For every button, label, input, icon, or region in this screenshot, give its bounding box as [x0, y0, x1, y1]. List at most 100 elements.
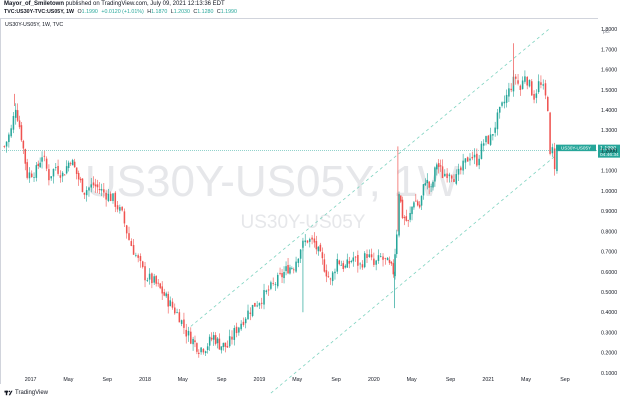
candle-body — [399, 195, 402, 202]
candle-body — [144, 266, 146, 281]
tradingview-logo-icon — [4, 390, 13, 396]
candle-body — [375, 260, 377, 265]
candle-body — [331, 272, 334, 282]
candle-body — [276, 274, 279, 287]
x-tick-label: Sep — [560, 377, 569, 383]
candle-body — [73, 161, 76, 168]
candle-body — [432, 181, 434, 188]
candle-body — [48, 169, 50, 181]
close-label: C — [193, 9, 198, 15]
candle-body — [88, 187, 90, 191]
candle-body — [85, 190, 88, 196]
candle-body — [405, 216, 408, 221]
candle-body — [297, 258, 300, 263]
candle-body — [92, 182, 95, 186]
candle-body — [329, 278, 332, 280]
candle-body — [327, 276, 330, 278]
candle-body — [125, 225, 128, 234]
candle-body — [325, 270, 328, 277]
candle-body — [319, 244, 322, 252]
candle-body — [348, 261, 351, 264]
candle-body — [185, 329, 187, 337]
candle-body — [409, 212, 411, 220]
watermark-main: US30Y-US05Y, 1W — [85, 157, 460, 206]
candle-body — [214, 335, 217, 344]
candle-body — [489, 134, 492, 145]
candle-body — [553, 148, 556, 170]
candle-body — [533, 93, 535, 100]
candle-body — [473, 154, 476, 158]
candle-body — [547, 97, 549, 112]
candle-body — [119, 207, 121, 211]
y-tick-label: 0.7000 — [601, 250, 617, 256]
candle-body — [174, 307, 176, 314]
candle-body — [65, 166, 68, 174]
chart-frame[interactable] — [0, 18, 598, 384]
candle-body — [359, 263, 361, 265]
candle-body — [249, 312, 252, 314]
candle-body — [8, 134, 10, 143]
candle-body — [420, 195, 423, 206]
candle-body — [196, 343, 198, 352]
candle-body — [20, 125, 23, 141]
candle-body — [526, 77, 528, 86]
candle-body — [45, 158, 48, 169]
candle-body — [254, 302, 256, 307]
candle-body — [424, 183, 427, 186]
candle-body — [510, 88, 512, 91]
x-tick-label: May — [63, 377, 73, 383]
candle-body — [514, 76, 517, 79]
candle-body — [323, 259, 326, 272]
y-tick-label: 1.0000 — [601, 189, 617, 195]
candle-body — [354, 256, 357, 258]
candle-body — [218, 338, 221, 350]
candle-body — [302, 240, 304, 248]
candle-body — [366, 254, 368, 258]
author-name[interactable]: Mayor_of_Smiletown — [4, 1, 65, 7]
candle-body — [26, 162, 28, 178]
candle-body — [551, 147, 554, 154]
last-label: C — [216, 9, 221, 15]
candle-body — [135, 255, 137, 256]
symbol-label: TVC:US30Y-TVC:US05Y, 1W — [4, 9, 75, 15]
candle-body — [28, 172, 31, 179]
candle-body — [14, 109, 17, 118]
candle-body — [517, 80, 519, 84]
candle-body — [157, 282, 159, 284]
candle-body — [368, 254, 371, 257]
candle-body — [112, 193, 114, 201]
y-tick-label: 1.3000 — [601, 128, 617, 134]
candle-body — [148, 273, 151, 280]
x-tick-label: Sep — [103, 377, 112, 383]
candle-body — [291, 268, 293, 269]
y-tick-label: 0.2000 — [601, 351, 617, 357]
candle-body — [81, 178, 84, 192]
candle-body — [105, 193, 107, 200]
candle-body — [401, 199, 404, 218]
candle-body — [180, 320, 183, 324]
candle-body — [96, 184, 99, 188]
candle-body — [281, 273, 283, 278]
candle-body — [407, 220, 409, 221]
candle-body — [487, 135, 490, 144]
x-tick-label: 2020 — [368, 377, 380, 383]
watermark-layer: US30Y-US05Y, 1W US30Y-US05Y — [85, 157, 460, 233]
y-tick-label: 0.4000 — [601, 310, 617, 316]
footer[interactable]: TradingView — [4, 388, 48, 397]
candle-body — [69, 163, 72, 165]
candle-body — [204, 351, 207, 354]
candle-body — [178, 312, 181, 323]
publish-text: published on TradingView.com, July 09, 2… — [64, 1, 225, 7]
candle-body — [357, 254, 359, 266]
y-tick-label: 0.5000 — [601, 290, 617, 296]
candle-body — [75, 167, 78, 174]
candle-body — [33, 177, 35, 178]
x-tick-label: Sep — [331, 377, 340, 383]
candle-body — [352, 257, 355, 262]
candle-body — [22, 140, 25, 149]
candle-body — [392, 263, 395, 275]
x-tick-label: May — [178, 377, 188, 383]
candle-body — [190, 331, 192, 344]
y-tick-label: 1.4000 — [601, 108, 617, 114]
